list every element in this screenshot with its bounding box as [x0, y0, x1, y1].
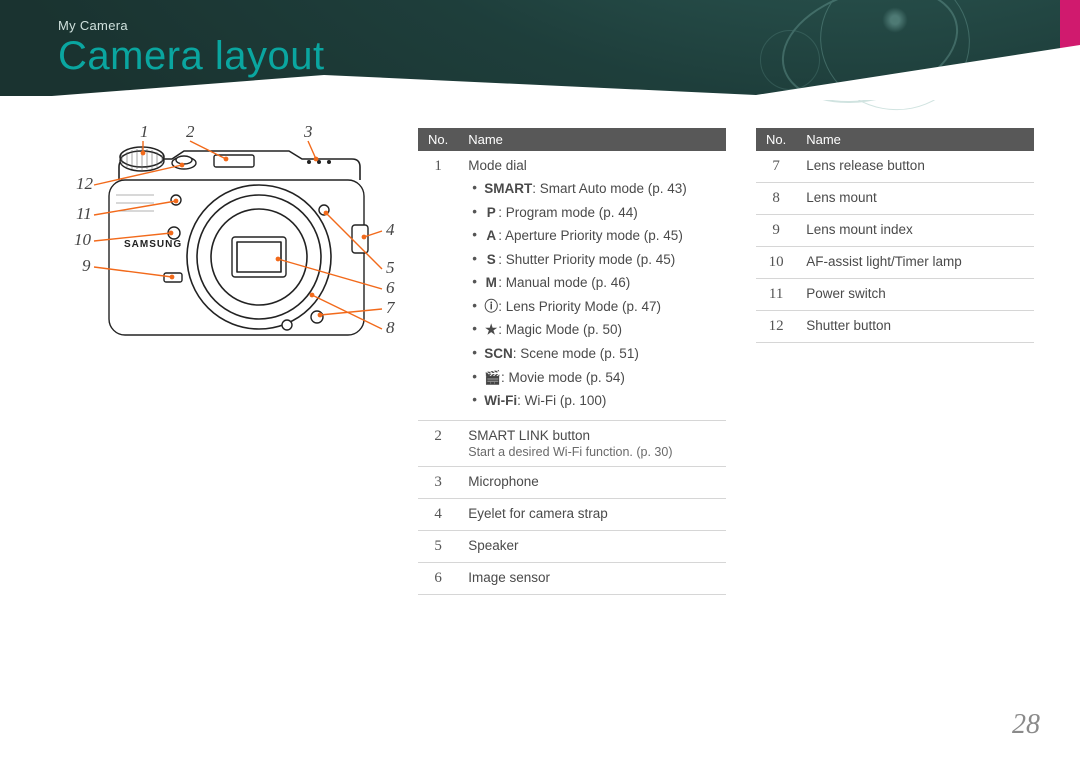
mode-item: Wi-Fi: Wi-Fi (p. 100) [468, 389, 716, 413]
th-no-1: No. [418, 128, 458, 151]
table-row: 9Lens mount index [756, 215, 1034, 247]
row-name: SMART LINK buttonStart a desired Wi-Fi f… [458, 420, 726, 466]
parts-table-1: No. Name 1Mode dialSMART: Smart Auto mod… [418, 128, 726, 595]
mode-item: 🎬: Movie mode (p. 54) [468, 366, 716, 390]
mode-list: SMART: Smart Auto mode (p. 43)P: Program… [468, 177, 716, 413]
table-row: 1Mode dialSMART: Smart Auto mode (p. 43)… [418, 151, 726, 420]
row-number: 8 [756, 183, 796, 215]
tables-container: No. Name 1Mode dialSMART: Smart Auto mod… [418, 128, 1040, 595]
callout-7: 7 [386, 298, 396, 317]
row-name: Eyelet for camera strap [458, 498, 726, 530]
row-number: 4 [418, 498, 458, 530]
callout-4: 4 [386, 220, 395, 239]
mode-item: SMART: Smart Auto mode (p. 43) [468, 177, 716, 201]
row-number: 2 [418, 420, 458, 466]
th-name-2: Name [796, 128, 1034, 151]
th-name-1: Name [458, 128, 726, 151]
table-row: 3Microphone [418, 466, 726, 498]
row-name: Power switch [796, 279, 1034, 311]
mode-item: SCN: Scene mode (p. 51) [468, 342, 716, 366]
callout-8: 8 [386, 318, 395, 337]
svg-text:SAMSUNG: SAMSUNG [124, 239, 182, 250]
mode-item: P: Program mode (p. 44) [468, 201, 716, 225]
row-number: 3 [418, 466, 458, 498]
page: My Camera Camera layout [0, 0, 1080, 765]
mode-item: ⓘ: Lens Priority Mode (p. 47) [468, 295, 716, 319]
callout-5: 5 [386, 258, 395, 277]
row-number: 10 [756, 247, 796, 279]
row-name: Speaker [458, 530, 726, 562]
callout-11: 11 [76, 204, 92, 223]
mode-item: ★: Magic Mode (p. 50) [468, 318, 716, 342]
th-no-2: No. [756, 128, 796, 151]
callout-2: 2 [186, 125, 195, 141]
callout-12: 12 [76, 174, 94, 193]
mode-item: S: Shutter Priority mode (p. 45) [468, 248, 716, 272]
table-row: 12Shutter button [756, 311, 1034, 343]
camera-diagram: SAMSUNG 1 2 3 4 [64, 125, 404, 375]
table-row: 4Eyelet for camera strap [418, 498, 726, 530]
row-name: Shutter button [796, 311, 1034, 343]
table-row: 8Lens mount [756, 183, 1034, 215]
row-name: AF-assist light/Timer lamp [796, 247, 1034, 279]
table-row: 6Image sensor [418, 562, 726, 594]
callout-9: 9 [82, 256, 91, 275]
breadcrumb: My Camera [58, 18, 128, 33]
callout-1: 1 [140, 125, 149, 141]
row-number: 6 [418, 562, 458, 594]
table-row: 10AF-assist light/Timer lamp [756, 247, 1034, 279]
callout-10: 10 [74, 230, 92, 249]
row-name: Lens release button [796, 151, 1034, 183]
row-number: 9 [756, 215, 796, 247]
row-number: 12 [756, 311, 796, 343]
mode-item: A: Aperture Priority mode (p. 45) [468, 224, 716, 248]
page-number: 28 [1012, 709, 1040, 741]
row-name: Image sensor [458, 562, 726, 594]
table-row: 11Power switch [756, 279, 1034, 311]
table-row: 5Speaker [418, 530, 726, 562]
page-title: Camera layout [58, 34, 325, 79]
row-number: 7 [756, 151, 796, 183]
row-name: Lens mount [796, 183, 1034, 215]
row-number: 1 [418, 151, 458, 420]
row-name: Mode dialSMART: Smart Auto mode (p. 43)P… [458, 151, 726, 420]
table-row: 7Lens release button [756, 151, 1034, 183]
row-number: 5 [418, 530, 458, 562]
callout-3: 3 [303, 125, 313, 141]
row-name: Lens mount index [796, 215, 1034, 247]
row-number: 11 [756, 279, 796, 311]
row-name: Microphone [458, 466, 726, 498]
table-row: 2SMART LINK buttonStart a desired Wi-Fi … [418, 420, 726, 466]
mode-item: M: Manual mode (p. 46) [468, 271, 716, 295]
callout-6: 6 [386, 278, 395, 297]
parts-table-2: No. Name 7Lens release button8Lens mount… [756, 128, 1034, 343]
